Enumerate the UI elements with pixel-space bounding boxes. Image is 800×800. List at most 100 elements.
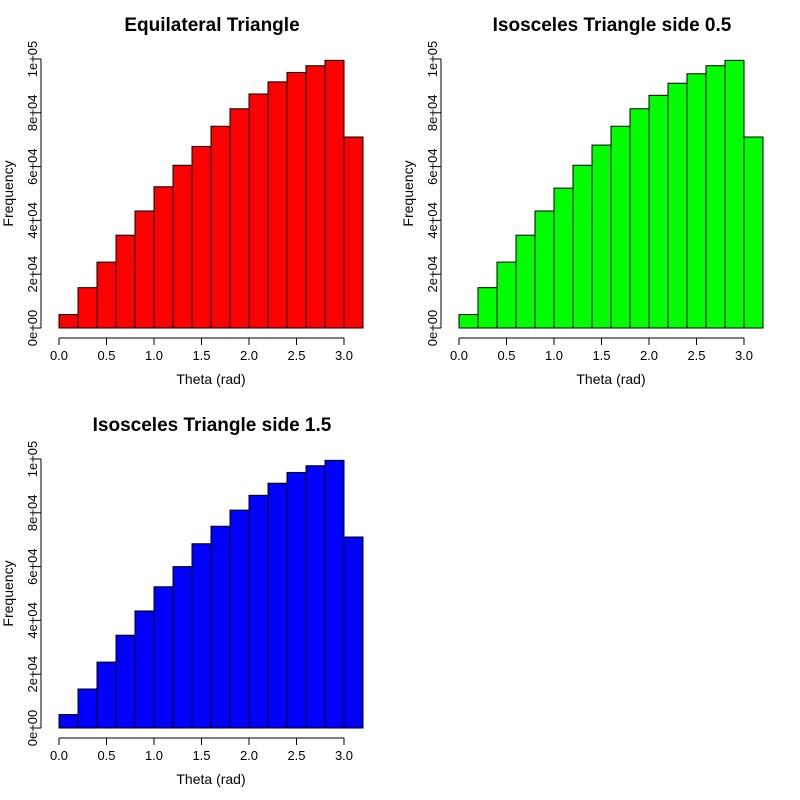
x-tick-label: 0.5 [97,748,115,763]
y-tick-label: 0e+00 [425,310,440,347]
y-tick-label: 8e+04 [25,95,40,132]
y-tick-label: 1e+05 [425,41,440,78]
y-tick-label: 4e+04 [25,602,40,639]
histogram-bar [286,71,307,329]
histogram-bar [534,210,555,329]
histogram-bar [458,314,479,329]
histogram-bar [134,610,155,729]
y-tick-label: 0e+00 [25,310,40,347]
histogram-bar [343,136,364,329]
x-tick-label: 0.5 [97,348,115,363]
y-tick-label: 8e+04 [425,95,440,132]
x-tick-label: 2.5 [287,348,305,363]
histogram-bar [58,714,79,729]
y-tick-label: 2e+04 [25,256,40,293]
histogram-bar [743,136,764,329]
chart-title: Equilateral Triangle [124,15,299,36]
y-tick-label: 6e+04 [25,548,40,585]
x-tick-label: 0.0 [450,348,468,363]
histogram-bar [496,261,517,329]
x-tick-label: 3.0 [335,748,353,763]
x-tick-label: 1.0 [545,348,563,363]
histogram-bar [686,73,707,329]
y-tick-label: 8e+04 [25,495,40,532]
histogram-bar [629,108,650,329]
y-tick-label: 1e+05 [25,41,40,78]
y-axis-label: Frequency [0,160,16,226]
y-tick-label: 4e+04 [425,202,440,239]
histogram-bar [134,210,155,329]
histogram-bar [153,186,174,329]
y-axis-label: Frequency [0,560,16,626]
histogram-bar [210,525,231,729]
histogram-bar [115,234,136,329]
histogram-bar [229,509,250,729]
x-tick-label: 0.0 [50,348,68,363]
histogram-bar [324,59,345,329]
histogram-bar [58,314,79,329]
histogram-bar [305,65,326,329]
histogram-bar [77,287,98,329]
x-tick-label: 0.0 [50,748,68,763]
histogram-bar [229,108,250,329]
x-tick-label: 2.0 [240,348,258,363]
y-tick-label: 4e+04 [25,202,40,239]
x-tick-label: 1.0 [145,748,163,763]
chart-title: Isosceles Triangle side 1.5 [93,415,332,436]
y-tick-label: 2e+04 [425,256,440,293]
x-tick-label: 3.0 [335,348,353,363]
x-tick-label: 1.5 [192,348,210,363]
y-tick-label: 6e+04 [25,148,40,185]
x-tick-label: 2.5 [687,348,705,363]
histogram-bar [172,566,193,729]
histogram-bar [267,81,288,329]
x-axis-label: Theta (rad) [176,371,245,387]
x-tick-label: 1.5 [192,748,210,763]
x-tick-label: 1.5 [592,348,610,363]
histogram-bar [324,459,345,729]
histogram-bar [153,586,174,729]
histogram-bar [172,164,193,329]
x-axis-label: Theta (rad) [176,771,245,787]
x-axis-label: Theta (rad) [576,371,645,387]
histogram-bar [553,187,574,329]
y-tick-label: 0e+00 [25,710,40,747]
y-tick-label: 1e+05 [25,441,40,478]
x-tick-label: 2.0 [240,748,258,763]
histogram-bar [210,125,231,329]
histogram-panel-equilateral: Equilateral Triangle 0.0 0.5 1.0 1.5 2.0 2.5 3.… [0,15,364,387]
histogram-bar [305,465,326,729]
x-tick-label: 3.0 [735,348,753,363]
histogram-panel-isosceles-1-5: Isosceles Triangle side 1.5 0.0 0.5 1.0 1.5 2… [0,415,364,787]
histogram-bar [191,145,212,329]
histogram-bar [248,93,269,329]
histogram-bar [515,234,536,329]
histogram-bar [267,482,288,729]
histogram-bar [610,125,631,329]
histogram-bar [648,94,669,329]
y-tick-label: 2e+04 [25,656,40,693]
histogram-bar [77,688,98,729]
histogram-bar [248,494,269,729]
histogram-bar [724,59,745,329]
x-tick-label: 2.5 [287,748,305,763]
histogram-bar [477,287,498,329]
chart-title: Isosceles Triangle side 0.5 [493,15,732,36]
histogram-bar [96,661,117,729]
histogram-bar [705,65,726,329]
histogram-panel-isosceles-0-5: Isosceles Triangle side 0.5 0.0 0.5 1.0 1.5 2… [400,15,764,387]
histogram-bar [667,82,688,329]
histogram-bar [286,471,307,729]
y-axis-label: Frequency [400,160,416,226]
x-tick-label: 1.0 [145,348,163,363]
histogram-bar [591,144,612,329]
y-tick-label: 6e+04 [425,148,440,185]
x-tick-label: 2.0 [640,348,658,363]
x-tick-label: 0.5 [497,348,515,363]
histogram-bar [115,634,136,729]
histogram-bar [343,536,364,729]
histogram-bar [572,164,593,329]
histogram-bar [96,261,117,329]
histogram-bar [191,543,212,729]
